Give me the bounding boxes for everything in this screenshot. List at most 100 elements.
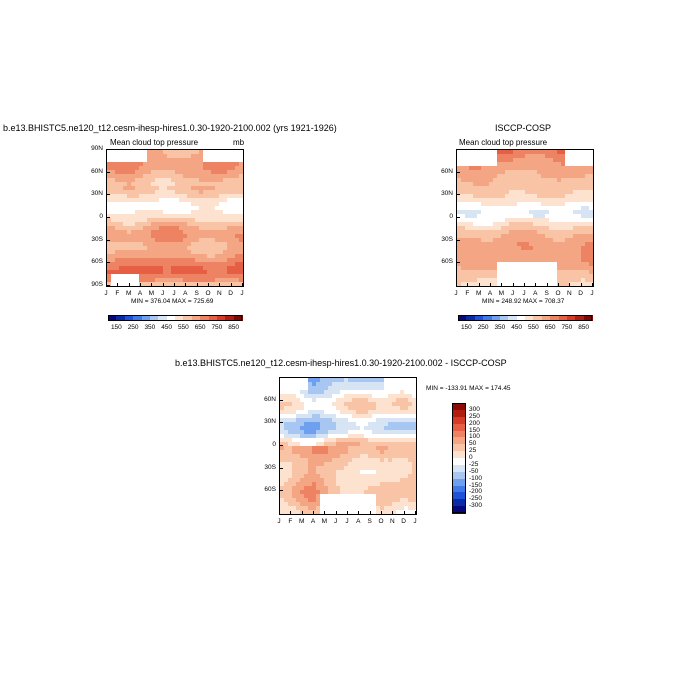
- cell: [412, 438, 416, 443]
- cell: [211, 158, 216, 163]
- cell: [235, 226, 240, 231]
- cell: [465, 202, 470, 207]
- cell: [525, 278, 530, 283]
- colorbar-label: 650: [194, 324, 206, 331]
- cell: [537, 258, 542, 263]
- cell: [372, 390, 377, 395]
- cell: [175, 230, 180, 235]
- cell: [284, 478, 289, 483]
- cell: [348, 470, 353, 475]
- cell: [300, 502, 305, 507]
- cell: [517, 274, 522, 279]
- cell: [187, 234, 192, 239]
- cell: [368, 470, 373, 475]
- cell: [408, 430, 413, 435]
- cell: [360, 438, 365, 443]
- cell: [187, 238, 192, 243]
- cell: [131, 206, 136, 211]
- cell: [360, 418, 365, 423]
- cell: [380, 450, 385, 455]
- cell: [316, 486, 321, 491]
- cell: [151, 174, 156, 179]
- cell: [384, 494, 389, 499]
- colorbar-label: 100: [469, 433, 480, 441]
- cell: [473, 186, 478, 191]
- y-tick-label: 30S: [441, 235, 453, 243]
- cell: [501, 226, 506, 231]
- cell: [400, 402, 405, 407]
- cell: [481, 238, 486, 243]
- cell: [545, 194, 550, 199]
- cell: [473, 222, 478, 227]
- cell: [296, 402, 301, 407]
- cell: [163, 266, 168, 271]
- cell: [163, 206, 168, 211]
- x-tick-mark: [208, 283, 209, 286]
- cell: [573, 198, 578, 203]
- cell: [404, 382, 409, 387]
- cell: [457, 150, 462, 155]
- cell: [497, 194, 502, 199]
- cell: [396, 414, 401, 419]
- cell: [513, 194, 518, 199]
- cell: [545, 250, 550, 255]
- cell: [308, 470, 313, 475]
- cell: [175, 218, 180, 223]
- cell: [360, 458, 365, 463]
- cell: [316, 478, 321, 483]
- cell: [320, 490, 325, 495]
- cell: [171, 198, 176, 203]
- cell: [304, 446, 309, 451]
- cell: [513, 274, 518, 279]
- cell: [127, 198, 132, 203]
- cell: [557, 154, 562, 159]
- cell: [396, 402, 401, 407]
- cell: [380, 410, 385, 415]
- cell: [227, 226, 232, 231]
- cell: [211, 170, 216, 175]
- cell: [581, 170, 586, 175]
- cell: [155, 190, 160, 195]
- cell: [469, 282, 474, 286]
- cell: [328, 390, 333, 395]
- cell: [131, 182, 136, 187]
- cell: [485, 202, 490, 207]
- cell: [304, 454, 309, 459]
- cell: [545, 278, 550, 283]
- cell: [461, 198, 466, 203]
- cell: [308, 398, 313, 403]
- colorbar-swatch: [452, 506, 466, 514]
- cell: [155, 186, 160, 191]
- cell: [119, 162, 124, 167]
- cell: [207, 282, 212, 286]
- cell: [239, 274, 243, 279]
- cell: [139, 202, 144, 207]
- cell: [505, 186, 510, 191]
- cell: [123, 186, 128, 191]
- cell: [521, 234, 526, 239]
- cell: [111, 178, 116, 183]
- cell: [131, 254, 136, 259]
- cell: [533, 266, 538, 271]
- cell: [485, 166, 490, 171]
- cell: [340, 466, 345, 471]
- cell: [581, 218, 586, 223]
- cell: [159, 230, 164, 235]
- cell: [400, 406, 405, 411]
- cell: [147, 234, 152, 239]
- cell: [235, 250, 240, 255]
- cell: [219, 222, 224, 227]
- cell: [127, 182, 132, 187]
- cell: [284, 398, 289, 403]
- cell: [159, 158, 164, 163]
- cell: [280, 406, 285, 411]
- cell: [537, 218, 542, 223]
- cell: [380, 498, 385, 503]
- cell: [107, 262, 112, 267]
- cell: [408, 410, 413, 415]
- cell: [380, 438, 385, 443]
- cell: [493, 274, 498, 279]
- cell: [215, 270, 220, 275]
- cell: [159, 234, 164, 239]
- cell: [493, 262, 498, 267]
